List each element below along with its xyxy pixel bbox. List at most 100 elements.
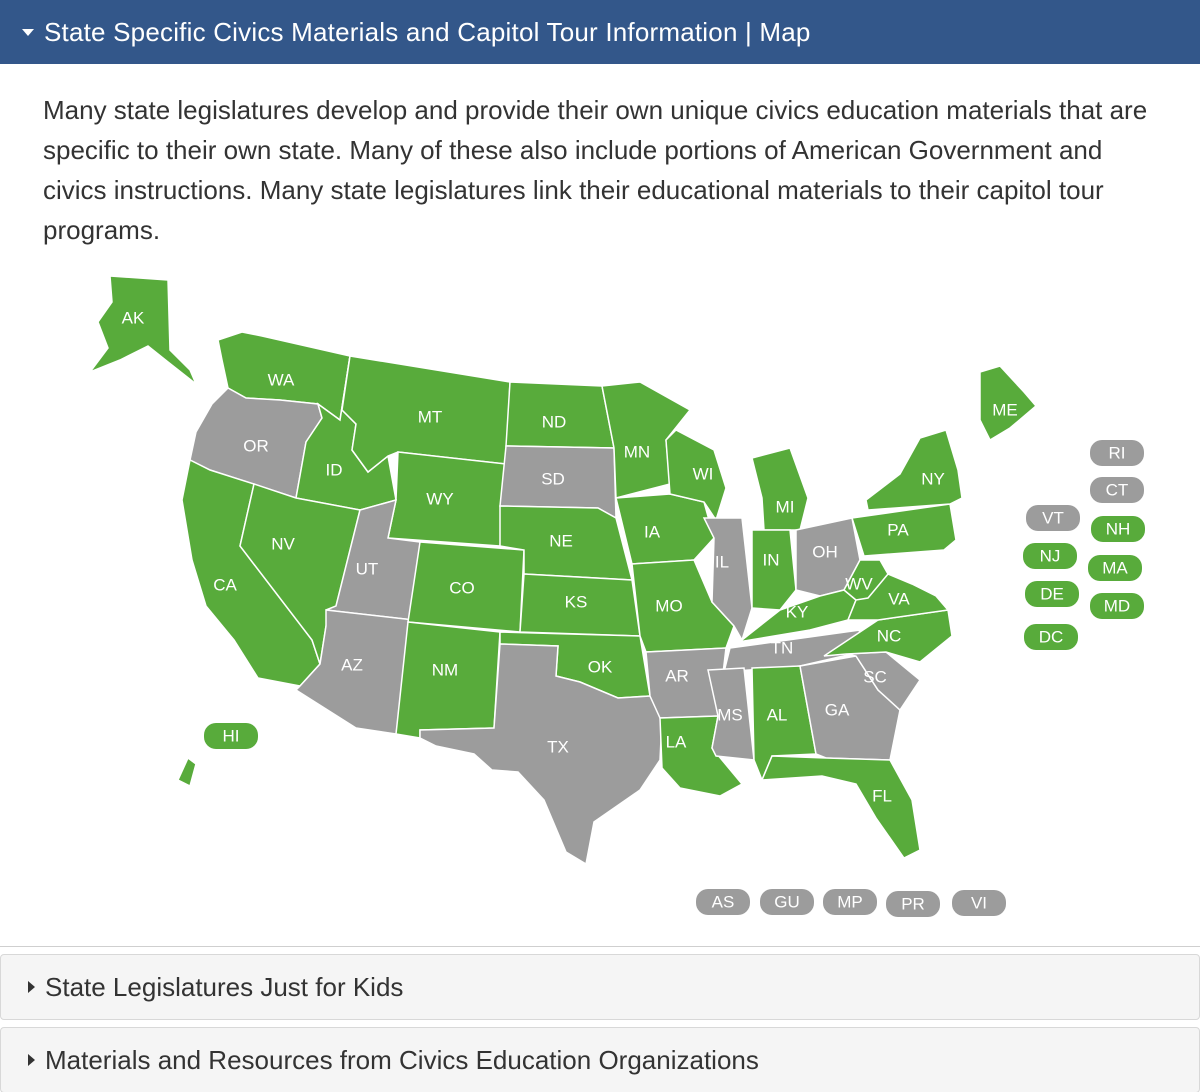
state-pill-ri[interactable]: RI: [1090, 440, 1144, 466]
state-ia[interactable]: [615, 493, 715, 565]
state-wi[interactable]: [665, 429, 727, 522]
pill-label-ct: CT: [1106, 480, 1129, 499]
state-label-ga: GA: [825, 700, 850, 719]
state-ms[interactable]: [707, 667, 755, 761]
state-label-in: IN: [763, 550, 780, 569]
map-divider: [0, 946, 1200, 947]
state-pill-nh[interactable]: NH: [1091, 516, 1145, 542]
state-label-id: ID: [326, 460, 343, 479]
state-label-nv: NV: [271, 534, 295, 553]
state-fl[interactable]: [760, 755, 921, 859]
section-kids[interactable]: State Legislatures Just for Kids: [0, 954, 1200, 1020]
pill-label-ri: RI: [1109, 443, 1126, 462]
pill-label-vt: VT: [1042, 508, 1064, 527]
state-label-mi: MI: [776, 497, 795, 516]
state-label-tn: TN: [771, 638, 794, 657]
state-label-ne: NE: [549, 531, 573, 550]
pill-label-ma: MA: [1102, 558, 1128, 577]
state-ny[interactable]: [865, 429, 963, 511]
state-mi[interactable]: [751, 447, 809, 531]
us-state-map: WA OR CA ID NV MT WY UT AZ CO NM ND SD NE KS OK TX MN IA MO…: [87, 275, 1145, 917]
state-label-mt: MT: [418, 407, 443, 426]
pill-label-nj: NJ: [1040, 546, 1061, 565]
state-mo[interactable]: [631, 559, 735, 653]
state-label-tx: TX: [547, 737, 569, 756]
state-label-co: CO: [449, 578, 475, 597]
state-label-ny: NY: [921, 469, 945, 488]
state-pill-hi[interactable]: HI: [204, 723, 258, 749]
pill-label-md: MD: [1104, 596, 1130, 615]
caret-down-icon: [22, 28, 34, 36]
state-label-ut: UT: [356, 559, 379, 578]
caret-right-icon: [28, 981, 35, 993]
state-pill-vi[interactable]: VI: [952, 890, 1006, 916]
pill-label-nh: NH: [1106, 519, 1131, 538]
section-civics-organizations[interactable]: Materials and Resources from Civics Educ…: [0, 1027, 1200, 1092]
state-label-ks: KS: [565, 592, 588, 611]
state-label-ok: OK: [588, 657, 613, 676]
state-label-fl: FL: [872, 786, 892, 805]
state-label-mn: MN: [624, 442, 650, 461]
state-pill-ct[interactable]: CT: [1090, 477, 1144, 503]
state-pill-ma[interactable]: MA: [1088, 555, 1142, 581]
state-label-wi: WI: [693, 464, 714, 483]
pill-label-mp: MP: [837, 892, 863, 911]
state-pill-nj[interactable]: NJ: [1023, 543, 1077, 569]
state-nm[interactable]: [395, 621, 501, 739]
state-label-az: AZ: [341, 655, 363, 674]
panel-title: State Specific Civics Materials and Capi…: [44, 16, 811, 47]
state-label-wa: WA: [268, 370, 295, 389]
state-label-va: VA: [888, 589, 910, 608]
state-label-oh: OH: [812, 542, 838, 561]
state-label-ak: AK: [122, 308, 145, 327]
state-pa[interactable]: [851, 503, 957, 557]
pill-label-vi: VI: [971, 893, 987, 912]
state-pill-pr[interactable]: PR: [886, 891, 940, 917]
state-pill-vt[interactable]: VT: [1026, 505, 1080, 531]
state-label-nd: ND: [542, 412, 567, 431]
state-label-ca: CA: [213, 575, 237, 594]
state-label-wv: WV: [845, 574, 873, 593]
state-wv[interactable]: [843, 559, 889, 601]
state-label-la: LA: [666, 732, 687, 751]
pill-label-pr: PR: [901, 894, 925, 913]
caret-right-icon: [28, 1054, 35, 1066]
state-me[interactable]: [979, 365, 1038, 442]
state-wy[interactable]: [387, 451, 507, 547]
state-va[interactable]: [846, 573, 950, 621]
state-in[interactable]: [751, 529, 797, 611]
pill-label-gu: GU: [774, 892, 800, 911]
state-hi[interactable]: [177, 756, 197, 788]
state-label-pa: PA: [887, 520, 909, 539]
state-pill-gu[interactable]: GU: [760, 889, 814, 915]
state-label-ky: KY: [786, 602, 809, 621]
section-label: State Legislatures Just for Kids: [45, 971, 404, 1002]
state-pill-de[interactable]: DE: [1025, 581, 1079, 607]
state-label-hi: HI: [223, 726, 240, 745]
state-label-nc: NC: [877, 626, 902, 645]
state-pill-mp[interactable]: MP: [823, 889, 877, 915]
pill-label-as: AS: [712, 892, 735, 911]
pill-label-de: DE: [1040, 584, 1064, 603]
state-label-ia: IA: [644, 522, 661, 541]
state-label-al: AL: [767, 705, 788, 724]
state-pill-md[interactable]: MD: [1090, 593, 1144, 619]
panel-header-civics-materials[interactable]: State Specific Civics Materials and Capi…: [0, 0, 1200, 64]
state-label-or: OR: [243, 436, 269, 455]
section-label: Materials and Resources from Civics Educ…: [45, 1044, 759, 1075]
state-pill-dc[interactable]: DC: [1024, 624, 1078, 650]
state-tx[interactable]: [419, 643, 663, 866]
state-pill-as[interactable]: AS: [696, 889, 750, 915]
state-label-ms: MS: [717, 705, 743, 724]
state-label-il: IL: [715, 552, 729, 571]
state-label-wy: WY: [426, 489, 453, 508]
state-label-me: ME: [992, 400, 1018, 419]
pill-label-dc: DC: [1039, 627, 1064, 646]
state-il[interactable]: [702, 517, 753, 642]
state-tn[interactable]: [723, 629, 862, 673]
state-ak[interactable]: [87, 275, 197, 385]
intro-paragraph: Many state legislatures develop and prov…: [43, 95, 1148, 245]
state-label-ar: AR: [665, 666, 689, 685]
state-label-sc: SC: [863, 667, 887, 686]
state-label-mo: MO: [655, 596, 682, 615]
